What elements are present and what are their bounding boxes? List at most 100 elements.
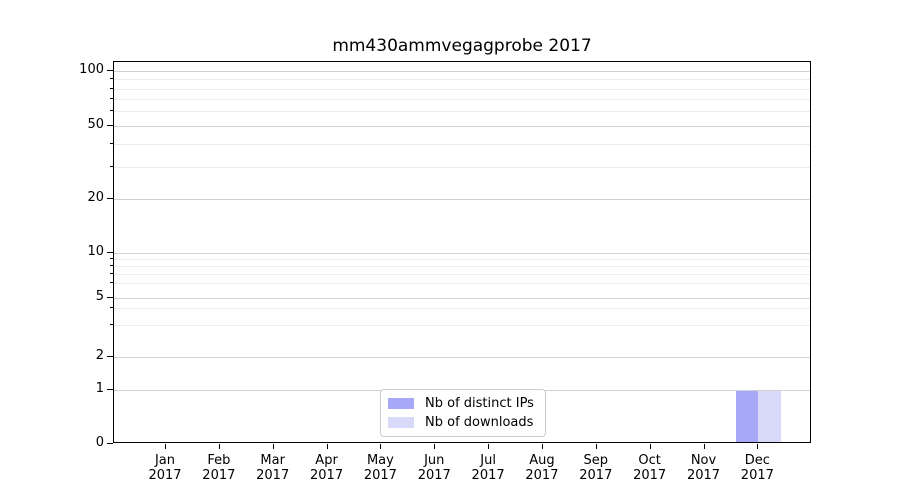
x-tick-label: Jul 2017 [448, 453, 528, 483]
y-tick-label: 50 [87, 117, 104, 132]
y-tick-label: 2 [95, 348, 104, 363]
y-tick-label: 100 [79, 62, 104, 77]
y-gridline-major [114, 298, 810, 299]
x-tick-mark [326, 444, 328, 449]
x-tick-label-year: 2017 [417, 468, 451, 483]
x-tick-label: May 2017 [340, 453, 420, 483]
x-tick-label-year: 2017 [310, 468, 344, 483]
y-gridline-minor [114, 89, 810, 90]
y-tick-mark [107, 125, 113, 126]
x-tick-mark [757, 444, 759, 449]
y-tick-mark-minor [110, 324, 113, 325]
y-gridline-minor [114, 274, 810, 275]
x-tick-label-month: Feb [207, 453, 231, 468]
y-gridline-minor [114, 79, 810, 80]
y-gridline-major [114, 253, 810, 254]
x-tick-label-year: 2017 [525, 468, 559, 483]
x-tick-label-year: 2017 [740, 468, 774, 483]
y-gridline-minor [114, 259, 810, 260]
y-tick-mark [107, 389, 113, 390]
legend-swatch [388, 398, 414, 409]
y-tick-mark-minor [110, 282, 113, 283]
x-tick-mark [703, 444, 705, 449]
x-tick-label: Apr 2017 [287, 453, 367, 483]
y-tick-mark [107, 297, 113, 298]
y-gridline-minor [114, 325, 810, 326]
y-gridline-minor [114, 144, 810, 145]
legend: Nb of distinct IPs Nb of downloads [380, 389, 546, 437]
x-tick-label-month: Oct [638, 453, 661, 468]
y-gridline-minor [114, 308, 810, 309]
x-tick-label-year: 2017 [148, 468, 182, 483]
y-tick-mark [107, 252, 113, 253]
x-tick-label-month: Jul [480, 453, 496, 468]
y-tick-label: 20 [87, 190, 104, 205]
x-tick-label-year: 2017 [363, 468, 397, 483]
y-tick-mark-minor [110, 143, 113, 144]
x-tick-label-month: Sep [583, 453, 609, 468]
plot-area: Nb of distinct IPs Nb of downloads [113, 61, 811, 443]
x-tick-label: Sep 2017 [556, 453, 636, 483]
y-tick-label: 10 [87, 244, 104, 259]
x-tick-label: Mar 2017 [233, 453, 313, 483]
x-tick-label-month: Aug [529, 453, 555, 468]
y-tick-mark-minor [110, 307, 113, 308]
y-gridline-major [114, 71, 810, 72]
y-tick-label: 0 [95, 435, 104, 450]
y-tick-mark-minor [110, 88, 113, 89]
bar-downloads [758, 390, 781, 442]
y-tick-mark [107, 198, 113, 199]
x-tick-label: Jun 2017 [394, 453, 474, 483]
legend-swatch [388, 417, 414, 428]
y-gridline-major [114, 126, 810, 127]
y-gridline-minor [114, 99, 810, 100]
x-tick-mark [272, 444, 274, 449]
x-tick-mark [541, 444, 543, 449]
x-tick-label-month: Nov [690, 453, 717, 468]
y-tick-mark-minor [110, 78, 113, 79]
y-tick-mark [107, 70, 113, 71]
x-tick-label-year: 2017 [471, 468, 505, 483]
y-tick-mark [107, 356, 113, 357]
y-tick-mark-minor [110, 258, 113, 259]
x-tick-label-month: Jun [424, 453, 445, 468]
legend-item-label: Nb of distinct IPs [425, 395, 534, 411]
legend-item-label: Nb of downloads [425, 414, 534, 430]
bar-distinct-ips [736, 390, 759, 442]
x-tick-label-month: Apr [315, 453, 338, 468]
x-tick-label-year: 2017 [686, 468, 721, 483]
y-gridline-minor [114, 167, 810, 168]
y-gridline-minor [114, 111, 810, 112]
x-tick-label-month: Jan [154, 453, 176, 468]
x-tick-label: Jan 2017 [125, 453, 205, 483]
x-tick-label: Nov 2017 [664, 453, 744, 483]
x-tick-mark [218, 444, 220, 449]
y-tick-mark-minor [110, 166, 113, 167]
x-tick-mark [595, 444, 597, 449]
x-tick-mark [649, 444, 651, 449]
x-tick-mark [488, 444, 490, 449]
y-tick-mark-minor [110, 110, 113, 111]
chart-title: mm430ammvegagprobe 2017 [332, 36, 592, 56]
legend-item: Nb of downloads [388, 415, 537, 431]
x-tick-mark [165, 444, 166, 449]
y-gridline-minor [114, 266, 810, 267]
y-tick-mark [107, 443, 113, 444]
x-tick-label-year: 2017 [579, 468, 613, 483]
x-tick-label-year: 2017 [633, 468, 667, 483]
x-tick-label-year: 2017 [256, 468, 290, 483]
x-tick-mark [380, 444, 382, 449]
legend-item: Nb of distinct IPs [388, 396, 537, 412]
x-tick-label: Aug 2017 [502, 453, 582, 483]
x-tick-label: Feb 2017 [179, 453, 259, 483]
y-tick-mark-minor [110, 273, 113, 274]
x-tick-label-month: Mar [260, 453, 285, 468]
y-tick-label: 5 [95, 289, 104, 304]
y-tick-mark-minor [110, 265, 113, 266]
y-gridline-minor [114, 283, 810, 284]
y-tick-label: 1 [95, 381, 104, 396]
y-gridline-major [114, 199, 810, 200]
x-tick-label-year: 2017 [202, 468, 236, 483]
x-tick-mark [434, 444, 436, 449]
